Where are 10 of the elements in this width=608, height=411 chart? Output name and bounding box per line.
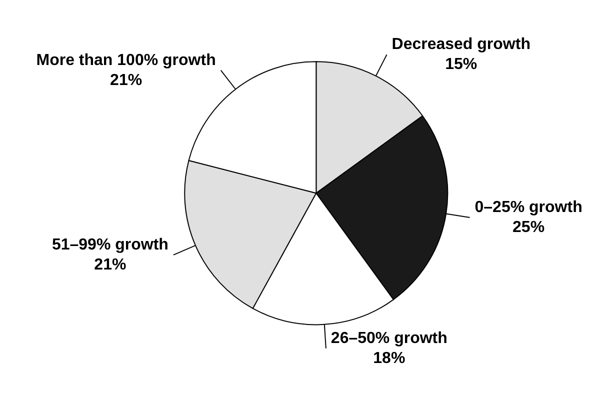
data-label: 25% [512,219,545,236]
slice-label: 0–25% growth [474,199,582,216]
slice-label: More than 100% growth [36,52,216,69]
data-label: 21% [94,256,126,274]
data-label: 21% [110,72,142,89]
slice-label: Decreased growth [392,36,530,54]
slice-label: 51–99% growth [52,236,168,254]
data-label: 18% [373,350,406,367]
data-label: 15% [445,56,478,74]
slice-label: 26–50% growth [330,330,448,347]
